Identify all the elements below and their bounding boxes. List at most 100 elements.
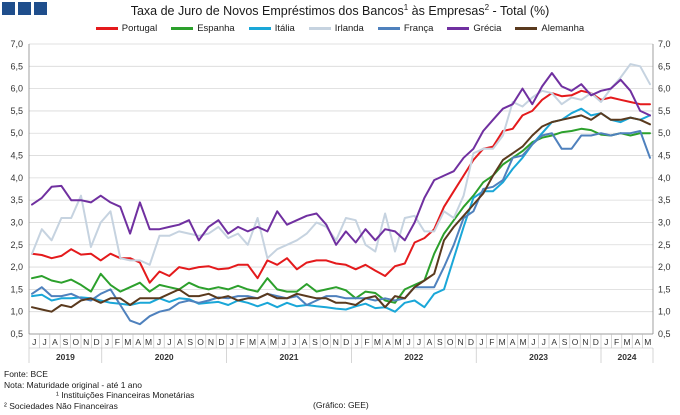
series-line-alemanha xyxy=(31,112,651,313)
legend-swatch xyxy=(447,27,470,30)
y-tick-label-right: 6,0 xyxy=(658,84,671,94)
legend-item: Irlanda xyxy=(308,23,364,34)
month-label: J xyxy=(354,337,358,347)
y-tick-label-right: 4,5 xyxy=(658,151,671,161)
month-label: O xyxy=(72,337,79,347)
y-tick-label-right: 7,0 xyxy=(658,39,671,49)
series-line-grecia xyxy=(31,72,651,246)
chart-legend: Portugal Espanha Itália Irlanda França Grécia… xyxy=(0,23,680,34)
month-label: M xyxy=(270,337,277,347)
month-label: A xyxy=(551,337,557,347)
month-label: A xyxy=(302,337,308,347)
month-label: O xyxy=(447,337,454,347)
y-tick-label-left: 6,5 xyxy=(10,61,23,71)
legend-label: Portugal xyxy=(121,23,158,34)
legend-swatch xyxy=(248,27,271,30)
y-tick-label-right: 3,0 xyxy=(658,217,671,227)
legend-swatch xyxy=(377,27,400,30)
month-label: J xyxy=(105,337,109,347)
series-line-portugal xyxy=(31,89,651,284)
footnote-2: ² Sociedades Não Financeiras xyxy=(4,400,118,411)
y-tick-label-left: 7,0 xyxy=(10,39,23,49)
series-line-franca xyxy=(31,130,651,326)
logo xyxy=(2,2,47,15)
y-tick-label-left: 1,0 xyxy=(10,307,23,317)
series-lines xyxy=(31,63,651,326)
legend-item: Alemanha xyxy=(515,23,584,34)
y-tick-label-left: 1,5 xyxy=(10,284,23,294)
month-label: J xyxy=(531,337,535,347)
y-tick-label-right: 5,0 xyxy=(658,128,671,138)
month-label: J xyxy=(167,337,171,347)
y-tick-label-right: 0,5 xyxy=(658,329,671,339)
month-label: S xyxy=(63,337,69,347)
month-label: M xyxy=(644,337,651,347)
month-label: M xyxy=(623,337,630,347)
month-label: J xyxy=(282,337,286,347)
month-label: M xyxy=(124,337,131,347)
legend-swatch xyxy=(171,27,194,30)
month-label: F xyxy=(240,337,245,347)
month-label: M xyxy=(145,337,152,347)
source-note: Fonte: BCE xyxy=(4,369,48,379)
month-label: A xyxy=(385,337,391,347)
month-label: J xyxy=(479,337,483,347)
legend-swatch xyxy=(308,27,331,30)
month-label: D xyxy=(468,337,474,347)
month-label: D xyxy=(343,337,349,347)
logo-square-2 xyxy=(18,2,31,15)
y-tick-label-left: 2,0 xyxy=(10,262,23,272)
month-label: F xyxy=(614,337,619,347)
y-tick-label-left: 3,5 xyxy=(10,195,23,205)
month-label: A xyxy=(427,337,433,347)
month-label: J xyxy=(542,337,546,347)
month-label: S xyxy=(437,337,443,347)
month-label: O xyxy=(197,337,204,347)
chart-title: Taxa de Juro de Novos Empréstimos dos Ba… xyxy=(130,3,550,19)
legend-label: Irlanda xyxy=(334,23,364,34)
logo-square-3 xyxy=(34,2,47,15)
legend-swatch xyxy=(515,27,538,30)
y-tick-label-left: 0,5 xyxy=(10,329,23,339)
gridlines: 0,5 0,5 1,0 1,0 1,5 1,5 2,0 2,0 2,5 2,5 3,0 3,0 3,5 3… xyxy=(10,39,670,339)
legend-item: Portugal xyxy=(95,23,158,34)
month-label: J xyxy=(42,337,46,347)
month-label: A xyxy=(510,337,516,347)
month-label: J xyxy=(292,337,296,347)
series-line-espanha xyxy=(31,127,651,304)
month-label: O xyxy=(322,337,329,347)
month-label: N xyxy=(208,337,214,347)
month-label: A xyxy=(135,337,141,347)
month-label: A xyxy=(177,337,183,347)
month-label: D xyxy=(593,337,599,347)
legend-label: França xyxy=(403,23,434,34)
month-label: M xyxy=(249,337,256,347)
legend-label: Alemanha xyxy=(541,23,585,34)
month-label: J xyxy=(604,337,608,347)
legend-swatch xyxy=(95,27,118,30)
month-label: D xyxy=(94,337,100,347)
y-tick-label-right: 1,0 xyxy=(658,307,671,317)
month-label: S xyxy=(312,337,318,347)
y-tick-label-right: 4,0 xyxy=(658,173,671,183)
month-label: N xyxy=(83,337,89,347)
month-label: F xyxy=(489,337,494,347)
footnote-1: ¹ Instituições Financeiras Monetárias xyxy=(56,390,195,401)
year-label: 2021 xyxy=(280,352,299,362)
y-tick-label-left: 2,5 xyxy=(10,240,23,250)
maturity-note: Nota: Maturidade original - até 1 ano xyxy=(4,379,142,390)
month-label: J xyxy=(157,337,161,347)
year-label: 2024 xyxy=(618,352,637,362)
y-tick-label-left: 6,0 xyxy=(10,84,23,94)
y-tick-label-right: 5,5 xyxy=(658,106,671,116)
legend-label: Itália xyxy=(274,23,295,34)
y-tick-label-right: 1,5 xyxy=(658,284,671,294)
y-tick-label-left: 4,5 xyxy=(10,151,23,161)
year-label: 2019 xyxy=(56,352,75,362)
series-line-irlanda xyxy=(31,63,651,266)
month-label: S xyxy=(187,337,193,347)
month-label: M xyxy=(374,337,381,347)
month-label: O xyxy=(572,337,579,347)
legend-label: Grécia xyxy=(473,23,502,34)
